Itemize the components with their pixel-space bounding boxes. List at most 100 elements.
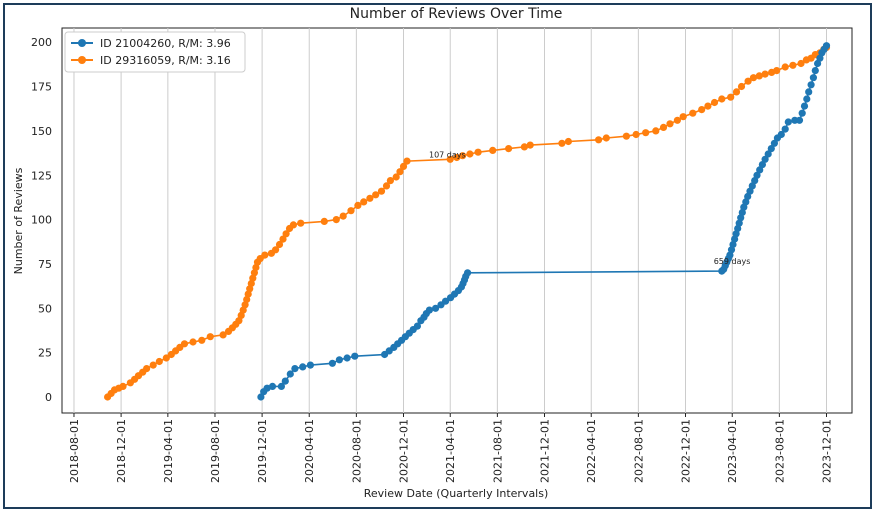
data-point [632, 130, 640, 139]
data-point [289, 221, 297, 229]
data-point [755, 72, 763, 80]
data-point [466, 150, 474, 158]
data-point [366, 194, 374, 202]
data-point [729, 240, 737, 249]
legend: ID 21004260, R/M: 3.96 ID 29316059, R/M:… [64, 31, 246, 73]
y-tick-label: 100 [31, 214, 52, 227]
data-point [459, 152, 467, 160]
data-point [399, 162, 408, 170]
data-point [781, 125, 789, 133]
data-point [805, 88, 813, 96]
x-tick-label: 2020-08-01 [350, 419, 363, 483]
data-point [219, 331, 227, 339]
y-axis-label: Number of Reviews [12, 167, 25, 274]
data-point [822, 42, 831, 50]
data-point [622, 132, 631, 140]
data-point [789, 61, 797, 69]
y-tick-labels: 0 25 50 75 100 125 150 175 200 [31, 36, 52, 404]
data-point [761, 155, 769, 163]
data-point [382, 182, 391, 190]
data-point [396, 168, 404, 176]
y-tick-label: 25 [38, 347, 52, 360]
data-point [425, 306, 433, 314]
data-point [732, 88, 741, 96]
data-point [155, 357, 163, 366]
legend-swatch-marker-2 [78, 56, 86, 64]
data-point [784, 118, 792, 126]
data-point [332, 216, 340, 224]
data-point [282, 230, 290, 238]
legend-label-1: ID 21004260, R/M: 3.96 [100, 37, 231, 50]
data-point [413, 322, 421, 330]
series-2 [104, 43, 831, 401]
x-tick-label: 2019-08-01 [209, 419, 222, 483]
legend-swatch-marker-1 [78, 39, 86, 47]
x-axis-label: Review Date (Quarterly Intervals) [364, 487, 549, 500]
data-point [268, 382, 277, 390]
data-point [526, 141, 534, 149]
data-point [673, 116, 682, 124]
data-point [320, 217, 328, 225]
x-tick-label: 2018-08-01 [68, 419, 81, 483]
data-point [281, 377, 289, 385]
data-point [180, 340, 189, 348]
data-point [392, 173, 400, 181]
x-tick-label: 2022-08-01 [632, 419, 645, 483]
data-point [243, 295, 251, 304]
data-point [781, 63, 789, 71]
data-point [386, 177, 394, 185]
data-point [767, 145, 775, 153]
data-point [377, 187, 386, 195]
data-point [727, 93, 735, 101]
data-point [474, 148, 482, 156]
data-point [279, 235, 287, 243]
data-point [453, 153, 461, 162]
data-point [803, 95, 811, 103]
x-tick-label: 2020-04-01 [303, 419, 316, 483]
x-tick-label: 2023-04-01 [726, 419, 739, 483]
data-point [360, 198, 368, 206]
y-tick-label: 175 [31, 81, 52, 94]
data-point [642, 129, 650, 137]
series-group [104, 42, 831, 401]
data-point [773, 67, 781, 75]
data-point [710, 98, 719, 107]
data-point [464, 269, 472, 277]
data-point [744, 77, 752, 85]
data-point [795, 116, 804, 124]
data-point [602, 134, 610, 142]
data-point [749, 74, 758, 82]
x-tick-label: 2018-12-01 [115, 419, 128, 483]
plot-area [61, 27, 853, 414]
x-tick-labels: 2018-08-01 2018-12-01 2019-04-01 2019-08-01… [68, 413, 834, 483]
data-point [735, 219, 743, 227]
data-point [816, 54, 824, 62]
data-point [520, 143, 529, 151]
data-point [261, 251, 269, 259]
data-point [704, 102, 712, 110]
series-1 [257, 42, 831, 401]
data-point [403, 157, 411, 165]
data-point [742, 198, 750, 206]
gap-annotation: 659 days [714, 257, 751, 266]
data-point [753, 171, 761, 179]
data-point [811, 67, 819, 75]
x-tick-label: 2019-12-01 [256, 419, 269, 483]
data-point [505, 145, 513, 153]
data-point [343, 354, 351, 362]
data-point [798, 109, 806, 117]
chart-title: Number of Reviews Over Time [350, 6, 563, 22]
y-tick-label: 125 [31, 169, 52, 182]
data-point [758, 161, 767, 169]
data-point [807, 81, 815, 89]
data-point [257, 393, 265, 401]
y-tick-label: 75 [38, 258, 52, 271]
data-point [558, 139, 566, 147]
data-point [299, 363, 307, 371]
x-tick-label: 2021-12-01 [538, 419, 551, 483]
data-point [149, 361, 157, 369]
data-point [198, 336, 206, 344]
data-point [206, 333, 214, 341]
legend-box [64, 31, 246, 73]
data-point [737, 82, 746, 91]
